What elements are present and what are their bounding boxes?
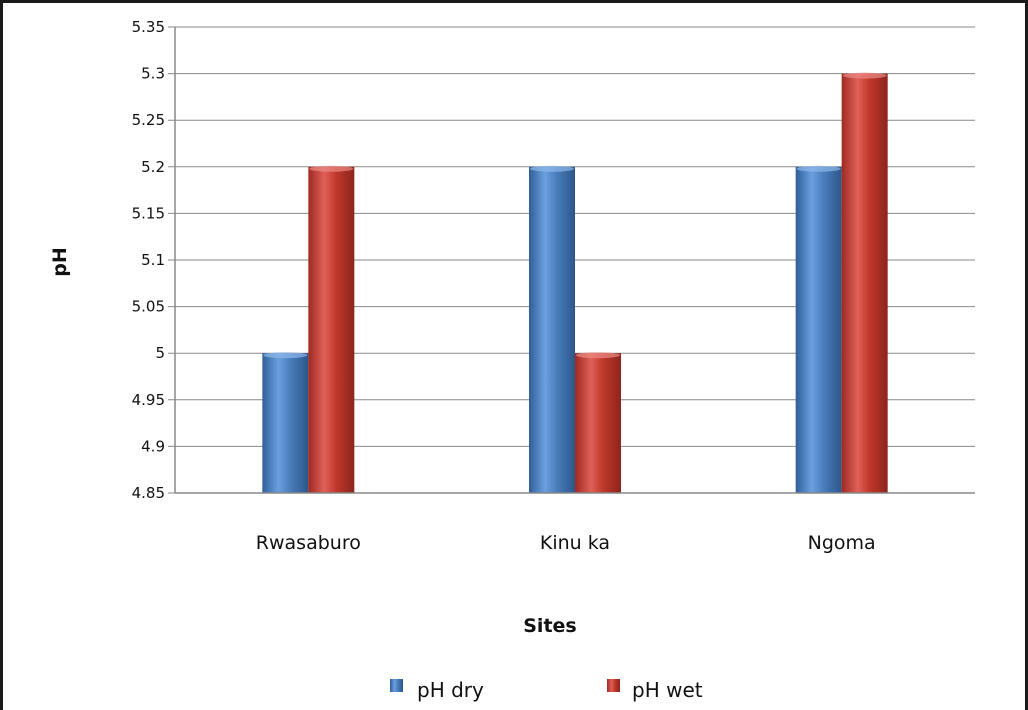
y-axis-title: pH (49, 247, 71, 277)
x-category-label: Kinu ka (540, 532, 610, 554)
bar-ph-wet (308, 166, 355, 494)
bar-cap-highlight (842, 72, 887, 79)
y-tick-label: 4.85 (132, 484, 165, 502)
y-tick-label: 5.35 (132, 18, 165, 36)
y-axis-ticks: 5.35 5.3 5.25 5.2 5.15 5.1 5.05 5 4.95 4.9 4.85 (132, 18, 165, 502)
legend-swatch-ph-dry (390, 679, 403, 692)
x-category-label: Rwasaburo (256, 532, 361, 554)
bar-cap-highlight (530, 165, 574, 172)
y-tick-label: 5.25 (132, 111, 165, 129)
y-tick-label: 4.9 (141, 437, 165, 455)
y-tick-label: 4.95 (132, 391, 165, 409)
y-tick-label: 5 (155, 344, 165, 362)
x-category-label: Ngoma (808, 532, 876, 554)
y-tick-label: 5.2 (141, 158, 165, 176)
y-tick-label: 5.15 (132, 204, 165, 222)
legend-swatch-ph-wet (607, 679, 620, 692)
legend: pH dry pH wet (390, 678, 703, 702)
bar-cap-highlight (576, 352, 620, 359)
y-tick-label: 5.05 (132, 298, 165, 316)
bar-cap-highlight (796, 165, 841, 172)
bar-ph-dry (529, 166, 575, 494)
bars-group (262, 72, 888, 494)
bar-cap-highlight (309, 165, 354, 172)
bar-cap-highlight (263, 352, 308, 359)
legend-label-ph-wet: pH wet (632, 678, 703, 702)
bar-ph-dry (795, 166, 842, 494)
bar-ph-wet (841, 73, 888, 493)
y-tick-label: 5.1 (141, 251, 165, 269)
bar-ph-wet (575, 353, 621, 493)
y-tick-label: 5.3 (141, 65, 165, 83)
legend-label-ph-dry: pH dry (417, 678, 484, 702)
x-axis-title: Sites (523, 615, 576, 637)
x-axis-categories: Rwasaburo Kinu ka Ngoma (256, 532, 876, 554)
bar-ph-dry (262, 353, 309, 493)
